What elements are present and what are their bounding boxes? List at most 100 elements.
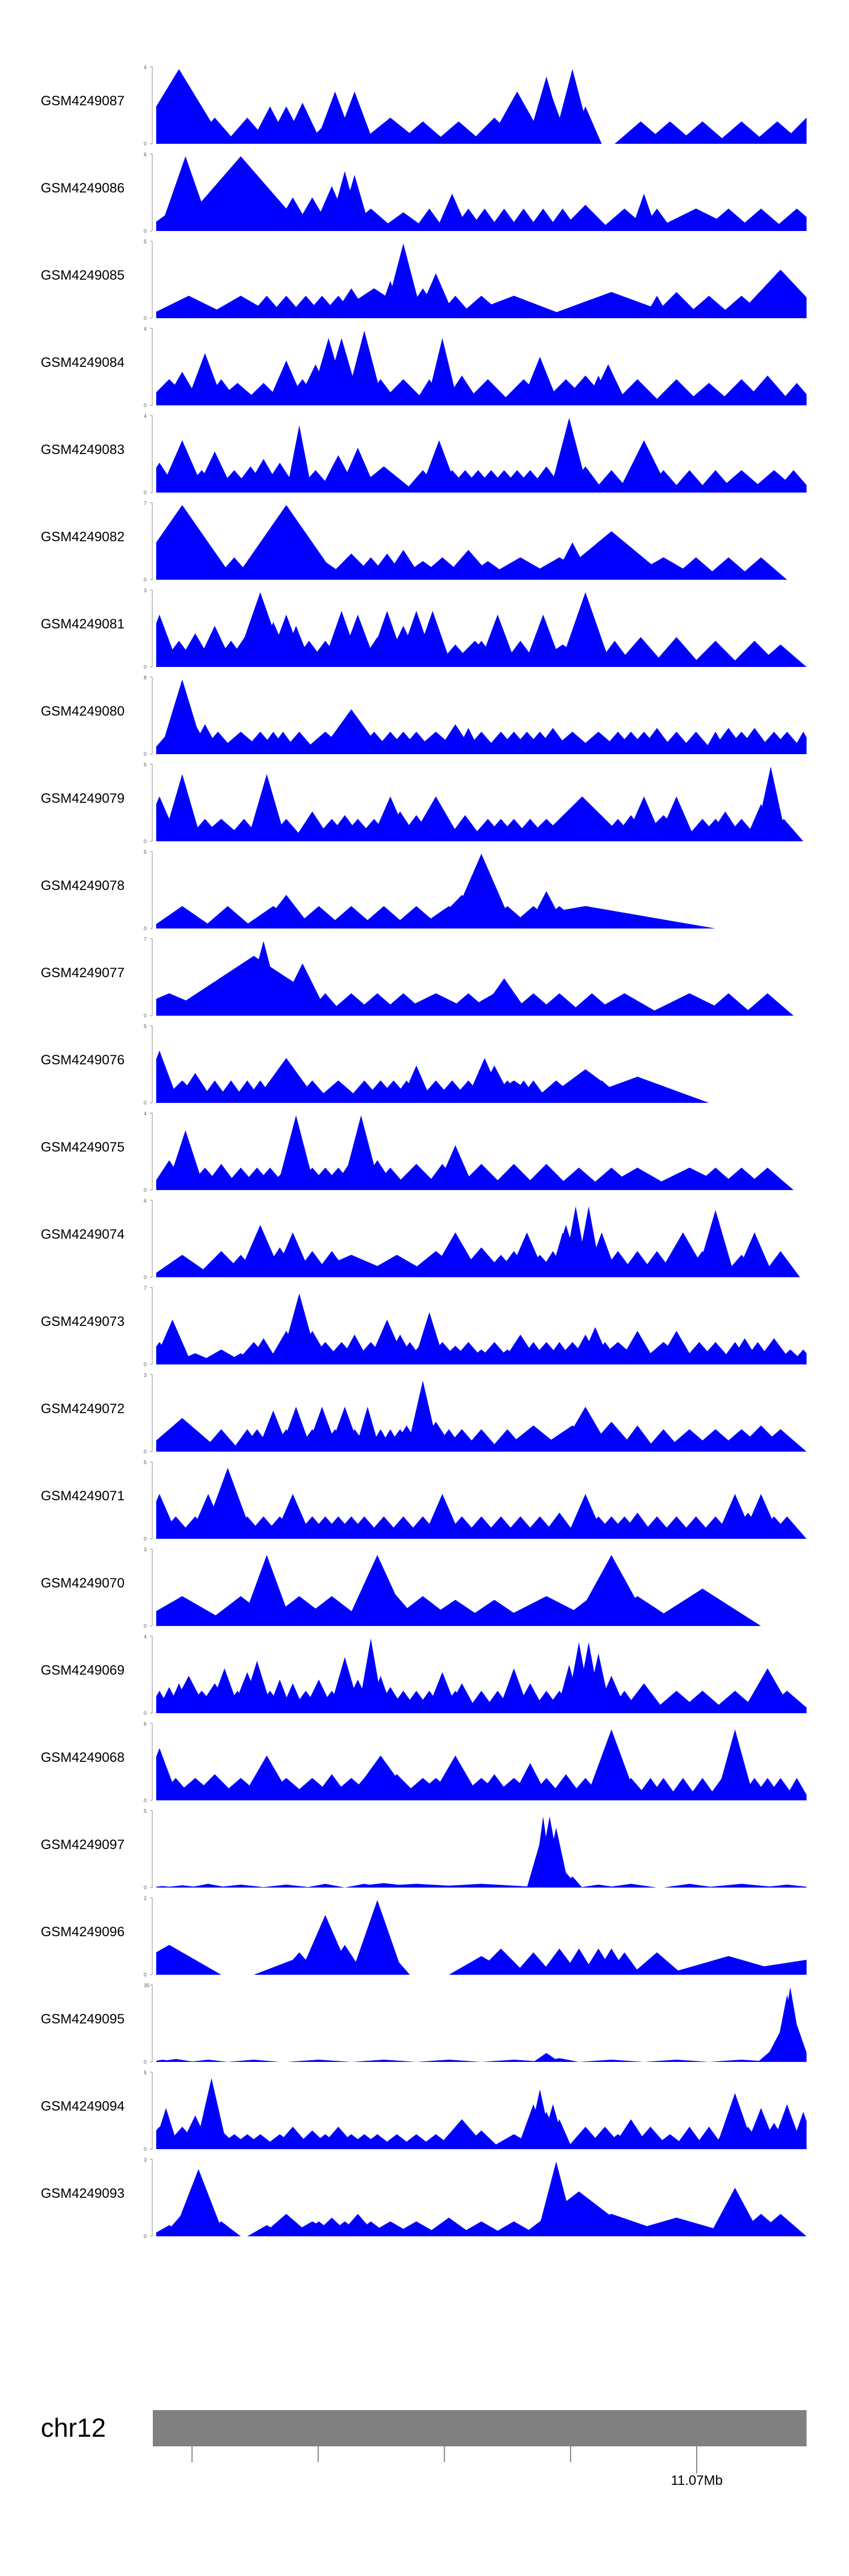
coverage-peak — [358, 906, 410, 928]
track-label: GSM4249073 — [41, 1314, 125, 1329]
coverage-peak — [663, 1884, 716, 1888]
coverage-peak — [715, 1729, 755, 1800]
coverage-peak — [384, 243, 423, 318]
track-ymin-label: 0 — [144, 926, 147, 931]
coverage-peak — [650, 379, 703, 405]
track-ymin-label: 0 — [144, 315, 147, 321]
track-label: GSM4249086 — [41, 181, 125, 196]
track-ymax-label: 3 — [144, 1372, 147, 1378]
coverage-peak — [764, 819, 804, 841]
track-peaks — [156, 1816, 807, 1888]
coverage-peak — [481, 2060, 547, 2062]
track-ymax-label: 5 — [144, 1808, 147, 1814]
track-ymax-label: 7 — [144, 936, 147, 942]
track-ymax-label: 5 — [144, 2070, 147, 2076]
coverage-peak — [774, 470, 807, 493]
track-ymin-label: 0 — [144, 577, 147, 583]
coverage-peak — [539, 2058, 579, 2062]
coverage-peak — [741, 1167, 794, 1190]
track-gsm4249077: GSM4249077 7 0 — [41, 936, 794, 1019]
coverage-peak — [175, 156, 306, 231]
coverage-peak — [276, 963, 329, 1016]
track-gsm4249072: GSM4249072 3 0 — [41, 1372, 807, 1454]
track-label: GSM4249080 — [41, 704, 125, 719]
coverage-peak — [767, 1516, 807, 1539]
coverage-peak — [156, 1945, 221, 1975]
track-label: GSM4249079 — [41, 791, 125, 806]
track-label: GSM4249096 — [41, 1924, 125, 1940]
track-peaks — [156, 1050, 709, 1103]
track-ymin-label: 0 — [144, 1187, 147, 1193]
coverage-peak — [247, 774, 286, 841]
coverage-peak — [754, 1429, 807, 1452]
coverage-peak — [162, 774, 202, 841]
coverage-peak — [462, 2130, 501, 2149]
track-label: GSM4249084 — [41, 355, 125, 370]
coverage-peak — [513, 1952, 553, 1975]
coverage-peak — [650, 292, 703, 318]
coverage-peak — [741, 375, 794, 405]
track-peaks — [156, 2162, 807, 2236]
track-peaks — [156, 331, 807, 405]
coverage-peak — [397, 121, 449, 144]
coverage-tracks: GSM424908740GSM424908660GSM424908550GSM4… — [41, 65, 807, 2239]
track-ymin-label: 0 — [144, 490, 147, 495]
coverage-peak — [670, 557, 722, 580]
coverage-peak — [559, 592, 612, 667]
track-gsm4249097: GSM4249097 5 0 — [41, 1808, 807, 1890]
coverage-peak — [377, 212, 430, 231]
track-ymax-label: 8 — [144, 675, 147, 681]
track-ymax-label: 4 — [144, 65, 147, 70]
coverage-peak — [565, 466, 605, 493]
coverage-peak — [702, 557, 755, 580]
track-ymax-label: 6 — [144, 152, 147, 157]
track-ymax-label: 4 — [144, 1111, 147, 1116]
track-gsm4249095: GSM4249095 35 0 — [41, 1983, 807, 2065]
coverage-peak — [578, 2060, 644, 2062]
track-gsm4249073: GSM4249073 7 0 — [41, 1285, 807, 1367]
track-ymax-label: 7 — [144, 500, 147, 506]
coverage-peak — [702, 993, 755, 1016]
track-peaks — [156, 1900, 807, 1975]
track-ymin-label: 0 — [144, 2233, 147, 2239]
coverage-peak — [228, 2060, 280, 2062]
coverage-peak — [192, 117, 238, 144]
track-gsm4249084: GSM4249084 4 0 — [41, 326, 807, 408]
track-gsm4249086: GSM4249086 6 0 — [41, 152, 807, 234]
track-ymax-label: 3 — [144, 588, 147, 593]
track-label: GSM4249070 — [41, 1576, 125, 1591]
chromosome-ideogram: chr12 11.07Mb — [41, 2410, 807, 2488]
position-axis — [191, 2446, 697, 2474]
track-ymin-label: 0 — [144, 403, 147, 408]
coverage-peak — [683, 296, 735, 318]
coverage-peak — [260, 1884, 312, 1888]
track-ymin-label: 0 — [144, 1013, 147, 1019]
track-gsm4249079: GSM4249079 5 0 — [41, 762, 804, 844]
coverage-peak — [351, 2060, 417, 2062]
track-peaks — [156, 1555, 761, 1626]
track-gsm4249078: GSM4249078 5 0 — [41, 849, 716, 931]
chromosome-label: chr12 — [41, 2413, 106, 2442]
track-peaks — [156, 418, 807, 493]
coverage-peak — [644, 2060, 709, 2062]
coverage-peak — [559, 204, 612, 231]
coverage-peak — [455, 1163, 508, 1190]
coverage-peak — [432, 121, 485, 144]
coverage-peak — [260, 895, 312, 928]
coverage-peak — [546, 2119, 573, 2149]
coverage-peak — [449, 854, 514, 928]
coverage-peak — [563, 1876, 582, 1888]
coverage-peak — [715, 121, 768, 144]
coverage-peak — [761, 1691, 807, 1713]
track-label: GSM4249095 — [41, 2012, 125, 2027]
track-ymin-label: 0 — [144, 1798, 147, 1803]
coverage-peak — [345, 1555, 410, 1626]
coverage-peak — [413, 611, 452, 667]
coverage-peak — [215, 1884, 267, 1888]
track-gsm4249074: GSM4249074 6 0 — [41, 1198, 800, 1280]
coverage-peak — [413, 208, 446, 231]
coverage-peak — [754, 644, 807, 667]
coverage-peak — [552, 531, 670, 580]
track-ymax-label: 4 — [144, 326, 147, 332]
track-gsm4249070: GSM4249070 3 0 — [41, 1547, 761, 1629]
